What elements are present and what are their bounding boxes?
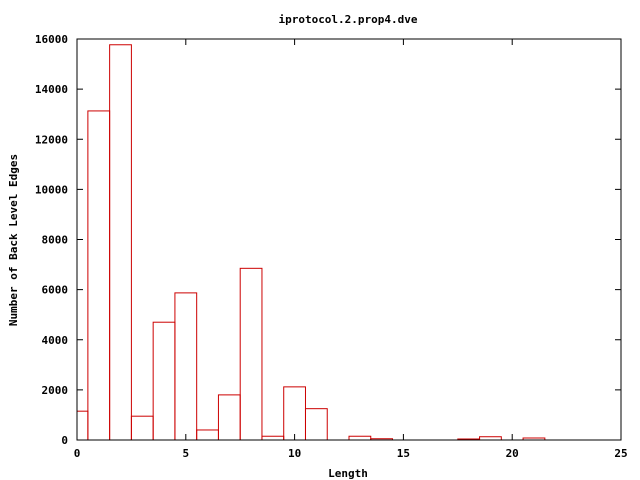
chart-title: iprotocol.2.prop4.dve [278, 13, 417, 26]
y-tick-label: 14000 [35, 83, 68, 96]
bar-4 [152, 321, 176, 441]
bar-13 [348, 435, 372, 441]
bars-group [76, 44, 546, 441]
y-tick-label: 8000 [42, 234, 69, 247]
x-axis-label: Length [328, 467, 368, 480]
bar-2 [109, 44, 132, 441]
bar-1 [87, 110, 111, 441]
x-tick-label: 0 [74, 447, 81, 460]
bar-9 [261, 435, 285, 441]
x-tick-label: 20 [506, 447, 519, 460]
bar-6 [196, 429, 219, 441]
y-tick-label: 6000 [42, 284, 69, 297]
x-tick-label: 25 [614, 447, 627, 460]
bar-3 [130, 415, 154, 441]
y-tick-label: 10000 [35, 183, 68, 196]
x-axis: 0 5 10 15 20 25 [74, 39, 628, 460]
x-tick-label: 5 [182, 447, 189, 460]
bar-11 [304, 408, 328, 441]
bar-0 [76, 410, 89, 441]
y-axis-label: Number of Back Level Edges [7, 154, 20, 326]
y-tick-label: 0 [61, 434, 68, 447]
y-tick-label: 16000 [35, 33, 68, 46]
x-tick-label: 10 [288, 447, 301, 460]
bar-7 [217, 394, 241, 441]
x-tick-label: 15 [397, 447, 410, 460]
bar-5 [174, 292, 198, 441]
y-axis: 0 2000 4000 6000 8000 10000 12000 14000 16000 [35, 33, 621, 447]
y-tick-label: 4000 [42, 334, 69, 347]
bar-10 [283, 386, 306, 441]
y-tick-label: 2000 [42, 384, 69, 397]
bar-8 [239, 267, 263, 441]
y-tick-label: 12000 [35, 133, 68, 146]
plot-frame [76, 38, 622, 441]
